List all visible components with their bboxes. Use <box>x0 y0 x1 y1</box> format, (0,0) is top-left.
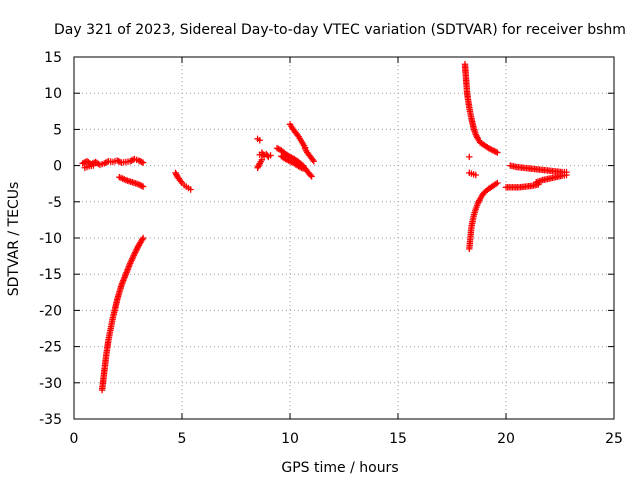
y-tick-labels: -35 -30 -25 -20 -15 -10 -5 0 5 10 15 <box>39 50 62 428</box>
data-point-fill <box>298 164 305 171</box>
data-point <box>494 149 501 156</box>
data-point-fill <box>115 158 122 165</box>
x-tick-label: 25 <box>605 431 623 447</box>
data-point <box>489 147 497 154</box>
x-tick-label: 5 <box>178 431 187 447</box>
data-point <box>135 181 142 188</box>
data-point <box>101 160 108 167</box>
data-point-fill <box>473 132 480 140</box>
y-tick-label: -30 <box>39 376 62 392</box>
y-axis-label: SDTVAR / TECUs <box>6 182 22 297</box>
data-point-fill <box>137 158 144 165</box>
x-tick-labels: 0 5 10 15 20 25 <box>70 431 623 447</box>
data-point-fill <box>177 178 185 185</box>
data-point-fill <box>476 197 483 204</box>
data-point <box>139 234 147 242</box>
data-point-fill <box>102 159 109 166</box>
chart-title: Day 321 of 2023, Sidereal Day-to-day VTE… <box>54 22 626 38</box>
data-point <box>79 160 86 167</box>
data-point-fill <box>309 156 316 164</box>
data-point-fill <box>492 180 500 188</box>
data-point-fill <box>283 156 291 164</box>
data-point <box>131 250 138 258</box>
data-point-fill <box>474 134 481 141</box>
data-point <box>472 131 479 138</box>
y-tick-label: 10 <box>44 86 62 102</box>
data-point <box>286 158 294 165</box>
data-point-fill <box>139 236 146 243</box>
y-tick-label: -35 <box>39 412 62 428</box>
data-point <box>474 200 482 207</box>
plot-frame <box>73 56 615 420</box>
data-point-fill <box>285 157 292 164</box>
data-point <box>273 145 281 152</box>
data-point <box>187 186 194 193</box>
data-point <box>135 157 142 164</box>
data-point-fill <box>255 161 263 169</box>
y-tick-label: -25 <box>39 340 62 356</box>
data-point <box>172 169 179 177</box>
data-point-fill <box>307 171 314 179</box>
data-point <box>258 156 266 164</box>
data-point <box>139 183 147 190</box>
data-point <box>139 159 147 166</box>
data-point-fill <box>137 181 144 189</box>
data-point-fill <box>255 163 262 170</box>
data-point <box>563 171 570 179</box>
data-point <box>256 137 263 144</box>
data-point-fill <box>296 163 304 171</box>
y-tick-label: -15 <box>39 267 62 283</box>
data-point-fill <box>488 146 495 153</box>
data-point <box>126 158 134 165</box>
data-point-fill <box>491 147 498 155</box>
data-point-fill <box>132 249 139 256</box>
y-tick-label: -20 <box>39 303 62 319</box>
x-tick-label: 0 <box>70 431 79 447</box>
x-tick-label: 10 <box>281 431 299 447</box>
data-point <box>466 153 473 161</box>
data-point <box>472 171 479 179</box>
data-point-fill <box>475 198 482 205</box>
data-points <box>79 61 570 394</box>
data-point <box>282 155 289 163</box>
data-point-fill <box>294 131 301 139</box>
data-point-fill <box>134 244 141 252</box>
data-point <box>90 162 97 169</box>
y-tick-label: 15 <box>44 50 62 66</box>
data-point-fill <box>492 148 500 156</box>
data-point <box>267 152 274 159</box>
data-point <box>308 173 315 180</box>
data-point-fill <box>288 158 295 166</box>
data-point <box>114 157 121 164</box>
data-point-fill <box>138 158 145 166</box>
data-point-fill <box>486 145 494 153</box>
data-point <box>254 164 261 171</box>
y-tick-label: 5 <box>53 122 62 138</box>
y-tick-label: 0 <box>53 159 62 175</box>
x-axis-label: GPS time / hours <box>281 460 398 476</box>
x-tick-label: 15 <box>389 431 407 447</box>
data-point <box>310 158 317 165</box>
data-point <box>485 145 492 152</box>
y-tick-label: -10 <box>39 231 62 247</box>
grid-lines <box>74 57 614 419</box>
y-tick-label: -5 <box>48 195 62 211</box>
data-point-fill <box>133 246 140 253</box>
data-point <box>295 163 302 170</box>
data-point <box>494 179 501 187</box>
x-tick-label: 20 <box>497 431 515 447</box>
data-point <box>299 165 307 172</box>
data-point-fill <box>173 171 180 178</box>
data-point-fill <box>138 182 145 190</box>
data-point-fill <box>128 157 135 164</box>
data-point-fill <box>275 145 282 153</box>
data-point-fill <box>132 247 140 255</box>
